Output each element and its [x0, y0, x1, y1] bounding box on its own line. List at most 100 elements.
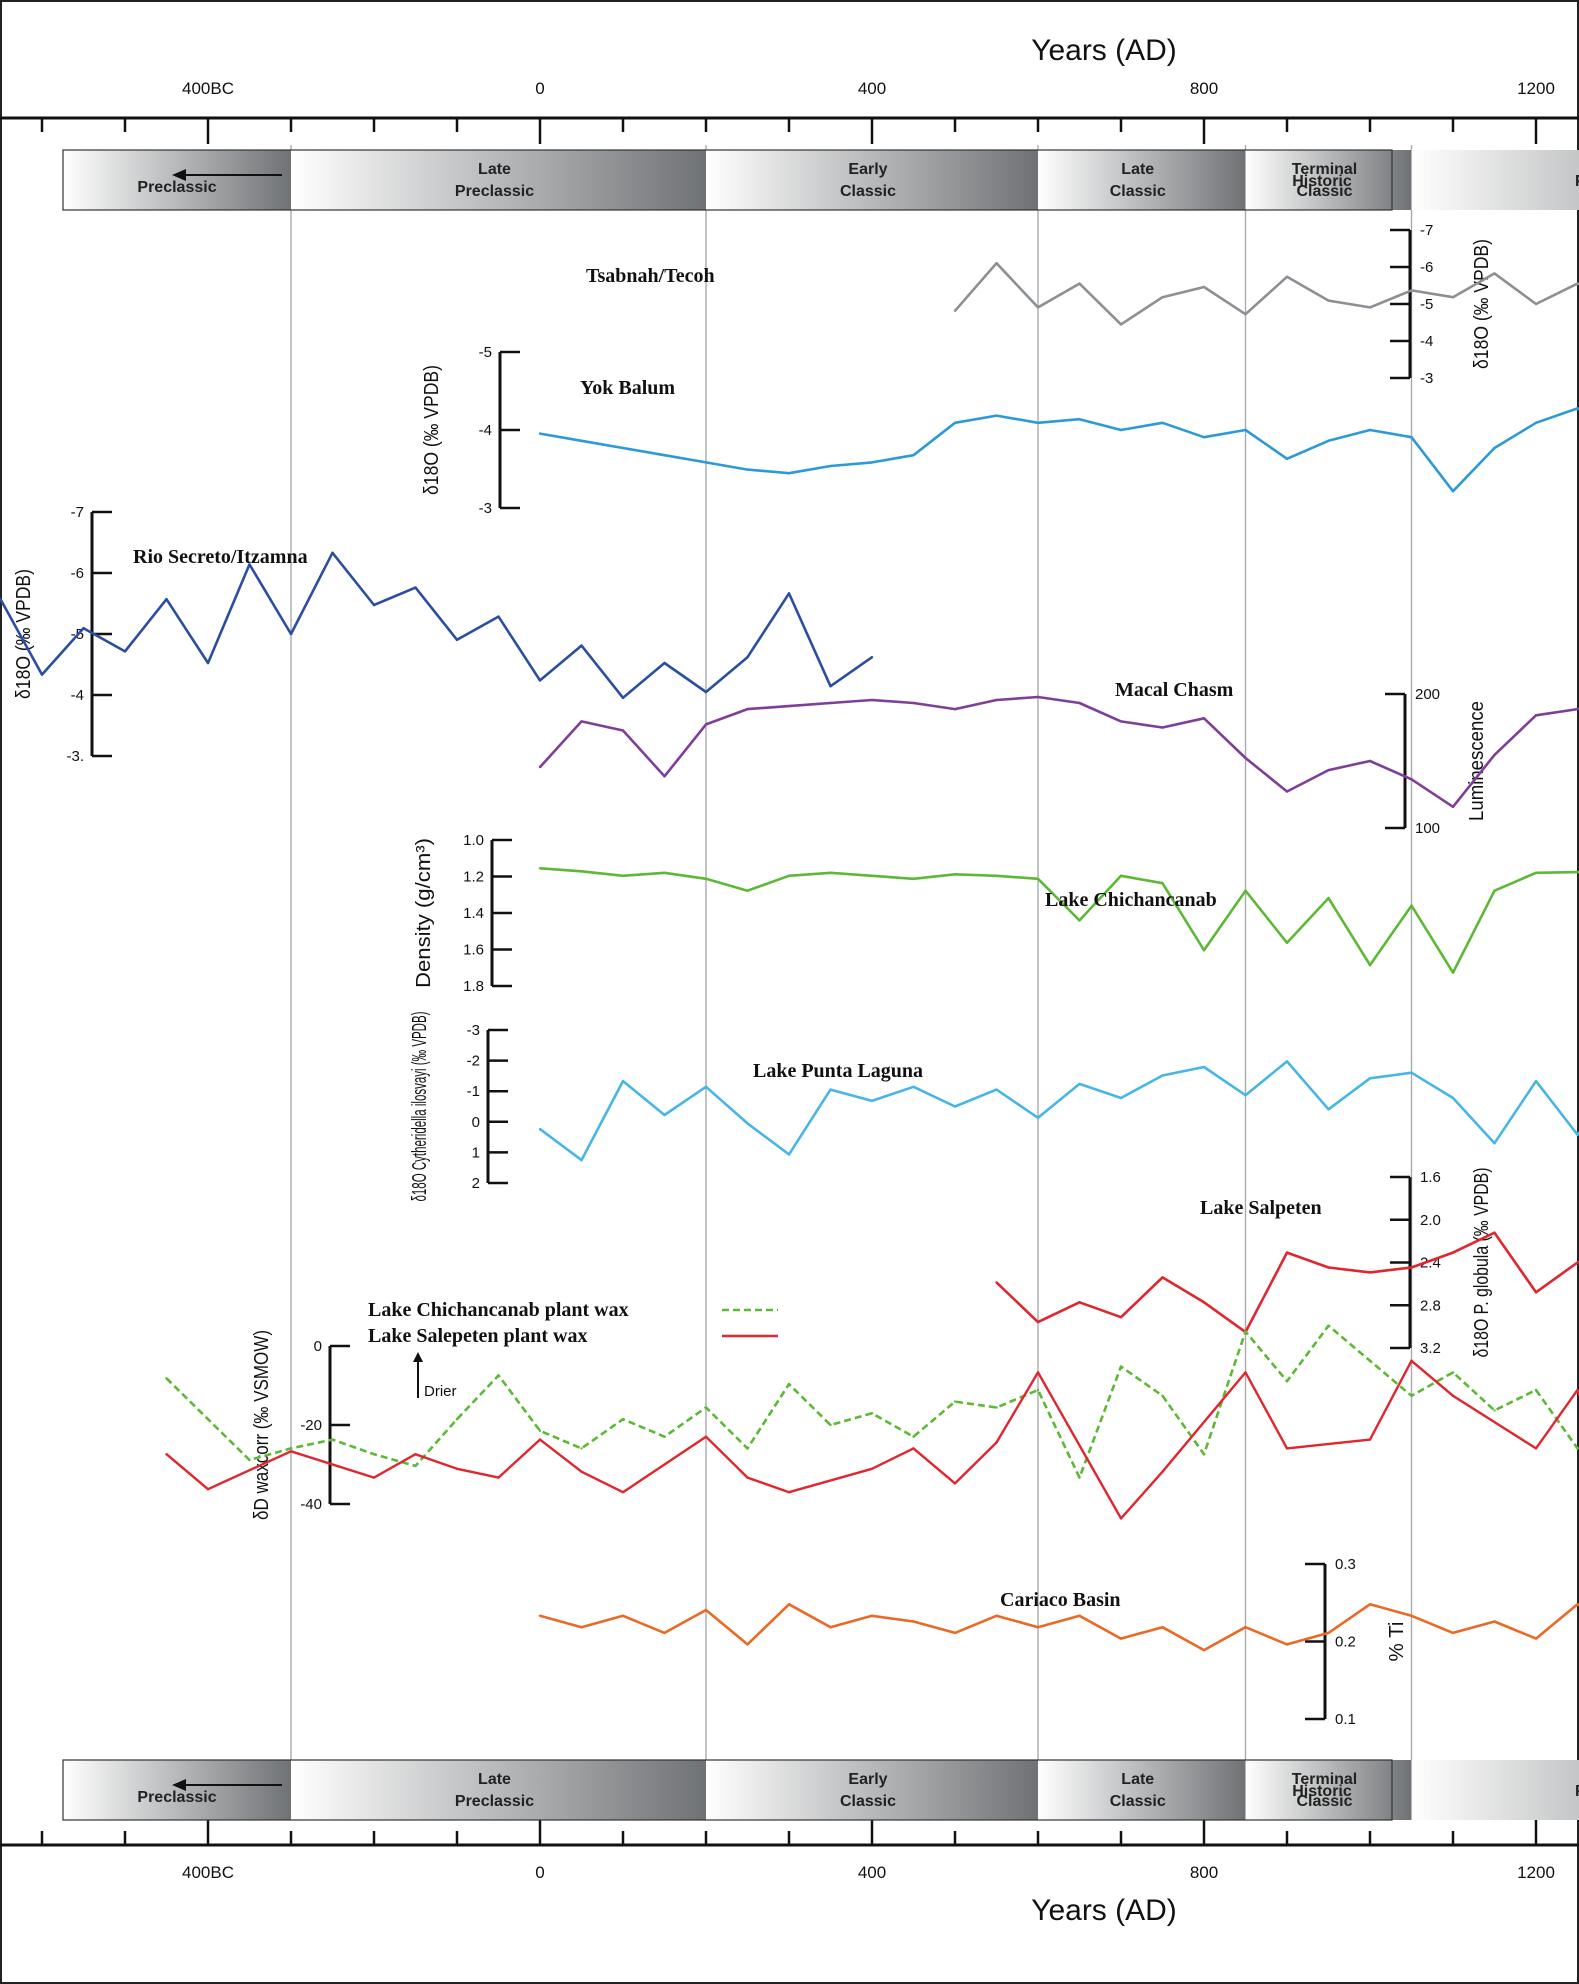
data-point: [746, 1643, 749, 1646]
x-tick-label: 0: [535, 1863, 544, 1882]
data-point: [704, 461, 708, 464]
record-label: Rio Secreto/Itzamna: [133, 546, 308, 568]
data-point: [621, 1418, 625, 1421]
legend-label: Lake Chichancanab plant wax: [368, 1299, 629, 1321]
data-point: [1534, 1291, 1538, 1294]
record-macal: 200 100 Luminescence Macal Chasm: [538, 679, 1579, 837]
y-axis-title: Luminescence: [1466, 701, 1488, 821]
period-label: Early: [848, 161, 887, 178]
data-point: [953, 1105, 957, 1108]
period-segment: [1411, 150, 1579, 210]
period-label: Late: [478, 161, 511, 178]
y-tick-label: -7: [71, 504, 84, 521]
y-axis-title: δ18O Cytheridella ilosvayi (‰ VPDB): [409, 1012, 431, 1202]
data-point: [1285, 1643, 1289, 1646]
period-segment: [706, 1760, 1038, 1820]
data-point: [1161, 1626, 1164, 1629]
data-point: [165, 1377, 168, 1380]
data-point: [289, 632, 293, 636]
bottom-period-bar: Preclassic Late Preclassic Early Classic Late…: [62, 1759, 1579, 1821]
data-point: [829, 464, 832, 468]
data-point: [912, 1435, 915, 1438]
data-point: [580, 1158, 583, 1162]
data-point: [1576, 282, 1579, 285]
data-point: [1493, 753, 1496, 757]
y-tick-label: 200: [1415, 686, 1440, 703]
series-line-yokbalum: [539, 407, 1579, 493]
period-label: Terminal: [1292, 1771, 1358, 1788]
period-label: Late: [1121, 161, 1154, 178]
data-point: [1161, 1394, 1164, 1398]
data-point: [538, 765, 542, 769]
data-point: [1410, 436, 1413, 439]
data-point: [1534, 1388, 1538, 1392]
data-point: [1202, 1065, 1206, 1069]
data-point: [953, 421, 957, 424]
y-tick-label: 0: [472, 1114, 480, 1131]
y-tick-label: 2.8: [1420, 1297, 1441, 1314]
data-point: [1202, 717, 1206, 720]
period-label: Preclassic: [137, 179, 216, 196]
data-point: [1285, 457, 1289, 460]
data-point: [1327, 896, 1330, 900]
data-point: [621, 696, 625, 699]
period-label: Preclassic: [455, 183, 534, 200]
data-point: [1036, 421, 1040, 424]
data-point: [1244, 1626, 1247, 1629]
data-point: [580, 720, 583, 723]
y-axis-title: Density (g/cm³): [413, 838, 435, 988]
record-label: Lake Punta Laguna: [753, 1060, 923, 1082]
record-salpeten: 1.62.02.42.83.2 δ18O P. globula (‰ VPDB)L…: [995, 1168, 1579, 1358]
data-point: [1119, 874, 1123, 877]
period-label: Classic: [1110, 183, 1166, 200]
data-point: [787, 592, 791, 595]
bottom-x-axis: 800BC400BC0400800120016002000Years (AD): [0, 1819, 1579, 1927]
data-point: [953, 1631, 957, 1635]
data-point: [829, 871, 832, 874]
period-label: Early: [848, 1771, 887, 1788]
period-label: Late: [478, 1771, 511, 1788]
period-label: Postclassic: [1575, 1783, 1579, 1800]
period-label: Classic: [1296, 1793, 1352, 1810]
data-point: [1576, 1388, 1579, 1392]
data-point: [912, 1620, 915, 1623]
data-point: [1368, 759, 1372, 763]
data-point: [1161, 1074, 1164, 1077]
data-point: [995, 1281, 998, 1284]
data-point: [1534, 1079, 1538, 1083]
data-point: [829, 1088, 832, 1091]
data-point: [787, 472, 791, 475]
data-point: [787, 1491, 791, 1494]
data-point: [1119, 720, 1123, 723]
y-tick-label: 0.3: [1335, 1556, 1356, 1573]
data-point: [414, 1453, 417, 1456]
period-label: Classic: [840, 1793, 896, 1810]
data-point: [1119, 1365, 1123, 1368]
record-label: Macal Chasm: [1115, 679, 1234, 701]
y-axis-title: δ18O (‰ VPDB): [1471, 239, 1493, 369]
data-point: [1576, 407, 1579, 410]
data-point: [40, 673, 44, 676]
data-point: [1078, 1082, 1081, 1086]
data-point: [455, 638, 459, 641]
x-axis-title: Years (AD): [1031, 34, 1177, 67]
record-label: Yok Balum: [580, 377, 675, 399]
x-axis-title: Years (AD): [1031, 1894, 1177, 1927]
data-point: [1410, 1071, 1413, 1074]
data-point: [995, 414, 998, 417]
data-point: [580, 1626, 583, 1629]
data-point: [1368, 1077, 1372, 1080]
data-point: [829, 1423, 832, 1427]
proxy-records: -7 -6 -5 -4 -3 δ18O (‰ VPDB) Tsabnah/Tecoh -5 -4…: [0, 222, 1579, 1728]
y-tick-label: 1.2: [463, 869, 484, 886]
x-tick-label: 1200: [1517, 79, 1555, 98]
record-riosecreto: -7-6-5-4-3.δ18O (‰ VPDB) Rio Secreto/Itza…: [0, 504, 874, 765]
data-point: [538, 1429, 542, 1433]
data-point: [580, 644, 583, 647]
y-tick-label: 3.2: [1420, 1340, 1441, 1357]
data-point: [1285, 941, 1289, 944]
data-point: [912, 1085, 915, 1089]
data-point: [1078, 1476, 1081, 1479]
data-point: [995, 1614, 998, 1618]
